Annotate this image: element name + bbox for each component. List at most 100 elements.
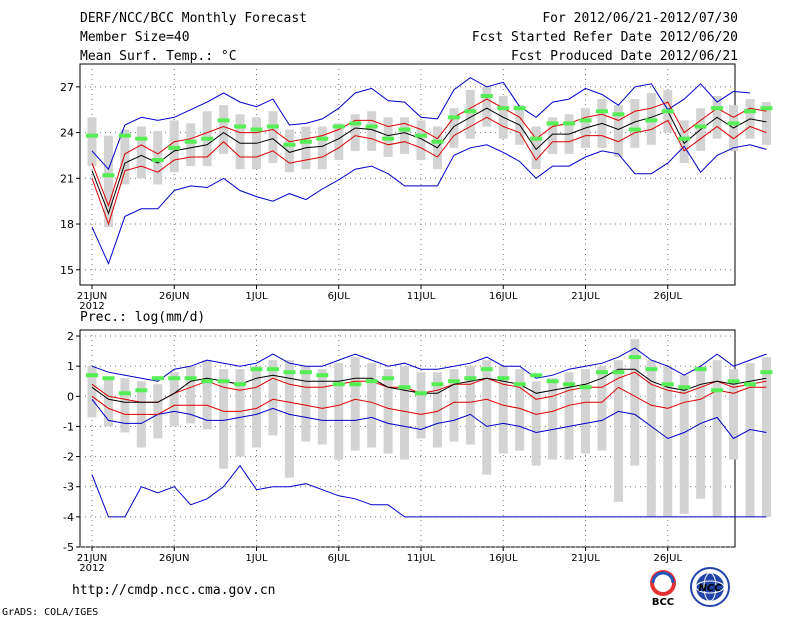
prec-obs-marker (612, 370, 625, 375)
temp-x-tick-label: 11JUL (407, 291, 436, 302)
temp-spread-box (87, 117, 97, 167)
temp-spread-box (531, 126, 541, 170)
prec-spread-box (482, 360, 492, 475)
prec-obs-marker (283, 370, 296, 375)
temp-spread-box (284, 129, 294, 173)
temp-x-tick-label: 26JUN (159, 291, 189, 302)
temp-spread-box (367, 111, 377, 151)
temp-obs-marker (530, 136, 543, 141)
prec-spread-box (317, 369, 327, 445)
temp-min-line (91, 144, 767, 266)
prec-x-year-label: 2012 (79, 563, 104, 574)
temp-obs-marker (760, 106, 773, 111)
member-size-label: Member Size=40 (80, 30, 190, 45)
temp-obs-marker (135, 136, 148, 141)
temp-spread-box (482, 86, 492, 127)
start-date-label: Fcst Started Refer Date 2012/06/20 (471, 30, 738, 45)
temp-y-tick-label: 24 (60, 127, 74, 140)
temp-spread-box (761, 102, 771, 145)
prec-obs-marker (184, 376, 197, 381)
prec-far-min-line (91, 464, 767, 518)
temp-x-tick-label: 1JUL (245, 291, 268, 302)
temp-obs-marker (480, 94, 493, 99)
prec-y-tick-label: -3 (63, 481, 74, 494)
temp-spread-box (120, 129, 130, 185)
temp-obs-marker (628, 127, 641, 132)
prec-obs-marker (760, 370, 773, 375)
temp-obs-marker (217, 118, 230, 123)
prec-spread-box (120, 378, 130, 433)
temp-spread-box (350, 114, 360, 151)
prec-obs-marker (151, 376, 164, 381)
temp-spread-box (465, 89, 475, 139)
prec-min-line (91, 398, 767, 440)
temp-obs-marker (415, 133, 427, 138)
temp-y-tick-label: 21 (60, 172, 74, 185)
prec-obs-marker (563, 382, 576, 387)
prec-spread-box (87, 366, 97, 418)
prec-obs-marker (86, 373, 98, 378)
prec-spread-box (729, 369, 739, 460)
temp-obs-marker (201, 136, 214, 141)
temp-obs-marker (299, 139, 312, 144)
temp-spread-box (400, 117, 410, 154)
temp-spread-box (219, 105, 229, 154)
temp-spread-box (153, 131, 163, 185)
ncc-logo-text: NCC (698, 583, 722, 594)
prec-spread-box (581, 369, 590, 454)
temp-spread-box (613, 105, 623, 157)
temp-obs-marker (563, 121, 576, 126)
bcc-logo-text: BCC (652, 597, 674, 607)
temp-spread-box (317, 126, 327, 170)
temp-spread-box (268, 111, 278, 164)
prec-spread-box (400, 366, 410, 460)
prec-obs-marker (744, 382, 756, 387)
temp-obs-marker (546, 121, 559, 126)
temp-spread-box (103, 135, 113, 228)
temp-obs-marker (447, 115, 460, 120)
source-url[interactable]: http://cmdp.ncc.cma.gov.cn (72, 583, 276, 598)
prec-spread-box (613, 360, 623, 502)
temp-upper-line (91, 98, 767, 208)
prec-obs-marker (447, 379, 460, 384)
prec-spread-box (679, 375, 689, 514)
temperature-panel-title: Mean Surf. Temp.: °C (80, 49, 237, 64)
temp-obs-marker (711, 106, 724, 111)
prec-spread-box (498, 366, 508, 454)
temp-x-tick-label: 26JUL (653, 291, 682, 302)
prec-spread-box (663, 366, 673, 517)
prec-obs-marker (513, 382, 526, 387)
prec-obs-marker (546, 379, 559, 384)
prec-spread-box (268, 360, 278, 436)
prec-mean-line (91, 368, 767, 403)
temp-max-line (91, 77, 751, 171)
prec-spread-box (597, 366, 607, 451)
prec-obs-marker (365, 379, 378, 384)
temp-obs-marker (266, 124, 279, 129)
prec-y-tick-label: -1 (63, 420, 74, 433)
forecast-period-label: For 2012/06/21-2012/07/30 (542, 11, 738, 26)
prec-spread-box (186, 366, 196, 424)
prec-x-tick-label: 11JUL (407, 553, 436, 564)
prec-x-tick-label: 16JUL (489, 553, 518, 564)
temp-x-year-label: 2012 (79, 301, 104, 312)
temp-y-tick-label: 15 (60, 264, 74, 277)
prec-lower-line (91, 386, 767, 415)
temp-spread-box (630, 99, 640, 148)
prec-y-tick-label: -2 (63, 451, 74, 464)
temp-obs-marker (250, 127, 263, 132)
prec-obs-marker (332, 382, 345, 387)
prec-x-tick-label: 26JUL (653, 553, 682, 564)
prec-obs-marker (431, 382, 444, 387)
temp-obs-marker (595, 109, 608, 114)
prec-obs-marker (234, 382, 247, 387)
prec-obs-marker (678, 385, 691, 390)
prec-obs-marker (595, 370, 608, 375)
temp-y-tick-label: 27 (60, 81, 74, 94)
temp-obs-marker (645, 118, 658, 123)
temp-obs-marker (464, 109, 477, 114)
prec-obs-marker (102, 376, 115, 381)
temp-obs-marker (118, 133, 131, 138)
temp-obs-marker (86, 133, 98, 138)
prec-obs-marker (135, 388, 148, 393)
